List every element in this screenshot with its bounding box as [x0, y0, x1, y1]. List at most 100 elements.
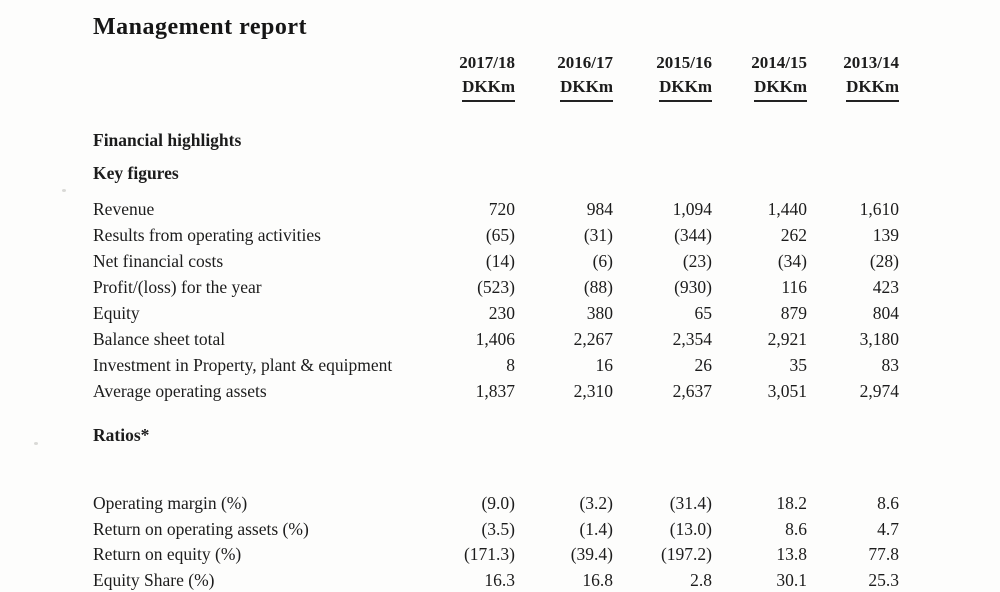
row-value: 77.8 — [868, 544, 899, 564]
row-value: (6) — [592, 251, 613, 271]
row-value: (31.4) — [669, 493, 712, 513]
unit-label: DKKm — [754, 75, 807, 102]
row-value: 3,180 — [859, 329, 899, 349]
row-value: (34) — [777, 251, 807, 271]
row-value: 1,406 — [475, 329, 515, 349]
unit-label: DKKm — [462, 75, 515, 102]
row-value: 1,440 — [767, 199, 807, 219]
row-value: 13.8 — [776, 544, 807, 564]
row-value: 2,354 — [672, 329, 712, 349]
table-row: Revenue 720 984 1,094 1,440 1,610 — [93, 196, 1000, 222]
key-figures-table-body: Revenue 720 984 1,094 1,440 1,610 Results from… — [93, 196, 1000, 404]
row-value: 2,310 — [573, 381, 613, 401]
unit-label: DKKm — [659, 75, 712, 102]
row-value: (523) — [477, 277, 515, 297]
row-value: 984 — [586, 199, 613, 219]
section-heading-financial-highlights: Financial highlights — [93, 130, 242, 150]
row-label: Results from operating activities — [93, 225, 321, 245]
row-label: Return on operating assets (%) — [93, 518, 309, 539]
row-value: 116 — [781, 277, 807, 297]
row-value: 879 — [780, 303, 807, 323]
row-value: (65) — [485, 225, 515, 245]
row-value: (344) — [674, 225, 712, 245]
table-row: Average operating assets 1,837 2,310 2,637 3… — [93, 378, 1000, 404]
table-row: Return on operating assets (%) (3.5) (1.4)… — [93, 517, 1000, 543]
row-value: (14) — [485, 251, 515, 271]
row-value: (3.2) — [579, 493, 613, 513]
row-value: 16.3 — [484, 569, 515, 590]
row-value: 380 — [586, 303, 613, 323]
row-value: 18.2 — [776, 493, 807, 513]
row-value: 16 — [595, 355, 614, 375]
row-value: 2.8 — [690, 569, 712, 590]
row-value: 230 — [488, 303, 515, 323]
row-value: 16.8 — [582, 569, 613, 590]
column-header-unit: DKKm — [515, 75, 613, 102]
row-value: 2,974 — [859, 381, 899, 401]
header-spacer — [93, 52, 425, 74]
row-label: Average operating assets — [93, 381, 267, 401]
row-value: (88) — [583, 277, 613, 297]
row-value: (31) — [583, 225, 613, 245]
row-value: 804 — [872, 303, 899, 323]
column-header-year: 2016/17 — [557, 53, 613, 72]
row-label: Investment in Property, plant & equipmen… — [93, 355, 393, 375]
column-header-year: 2013/14 — [843, 53, 899, 72]
row-value: (3.5) — [481, 518, 515, 539]
row-value: 1,094 — [672, 199, 712, 219]
unit-label: DKKm — [560, 75, 613, 102]
section-heading-ratios: Ratios* — [93, 425, 150, 445]
row-value: 3,051 — [767, 381, 807, 401]
unit-label: DKKm — [846, 75, 899, 102]
row-value: 262 — [780, 225, 807, 245]
row-label: Return on equity (%) — [93, 544, 242, 564]
row-value: 720 — [488, 199, 515, 219]
table-row: Profit/(loss) for the year (523) (88) (930)… — [93, 274, 1000, 300]
row-value: 2,637 — [672, 381, 712, 401]
row-value: (171.3) — [463, 544, 515, 564]
row-value: 139 — [872, 225, 899, 245]
table-row: Operating margin (%) (9.0) (3.2) (31.4) 18.2… — [93, 491, 1000, 517]
row-value: 26 — [694, 355, 713, 375]
column-header-year: 2014/15 — [751, 53, 807, 72]
row-label: Equity Share (%) — [93, 569, 215, 590]
row-value: 4.7 — [877, 518, 899, 539]
row-value: 35 — [789, 355, 808, 375]
row-label: Profit/(loss) for the year — [93, 277, 262, 297]
column-header-unit: DKKm — [807, 75, 899, 102]
row-value: (39.4) — [570, 544, 613, 564]
table-row: Results from operating activities (65) (31… — [93, 222, 1000, 248]
row-value: 83 — [881, 355, 900, 375]
row-value: 423 — [872, 277, 899, 297]
column-header-unit: DKKm — [712, 75, 807, 102]
row-value: (28) — [869, 251, 899, 271]
table-row: Investment in Property, plant & equipmen… — [93, 352, 1000, 378]
page-title: Management report — [93, 14, 307, 40]
table-row: Net financial costs (14) (6) (23) (34) (28) — [93, 248, 1000, 274]
table-row: Equity 230 380 65 879 804 — [93, 300, 1000, 326]
row-value: 1,610 — [859, 199, 899, 219]
row-value: (23) — [682, 251, 712, 271]
scan-speck — [62, 189, 66, 192]
table-row: Return on equity (%) (171.3) (39.4) (197.2)… — [93, 542, 1000, 568]
section-heading-key-figures: Key figures — [93, 163, 179, 183]
column-header-year: 2015/16 — [656, 53, 712, 72]
column-header-unit: DKKm — [613, 75, 712, 102]
row-value: 30.1 — [776, 569, 807, 590]
row-value: (13.0) — [669, 518, 712, 539]
scan-speck — [34, 442, 38, 445]
row-label: Revenue — [93, 199, 155, 219]
row-value: 8.6 — [785, 518, 807, 539]
row-value: 65 — [694, 303, 713, 323]
row-value: (197.2) — [660, 544, 712, 564]
column-header-year: 2017/18 — [459, 53, 515, 72]
row-value: 2,921 — [767, 329, 807, 349]
row-label: Net financial costs — [93, 251, 224, 271]
row-value: 8 — [506, 355, 515, 375]
row-value: 8.6 — [877, 493, 899, 513]
row-label: Operating margin (%) — [93, 493, 248, 513]
row-label: Equity — [93, 303, 140, 323]
table-row: Equity Share (%) 16.3 16.8 2.8 30.1 25.3 — [93, 568, 1000, 592]
row-value: (1.4) — [579, 518, 613, 539]
